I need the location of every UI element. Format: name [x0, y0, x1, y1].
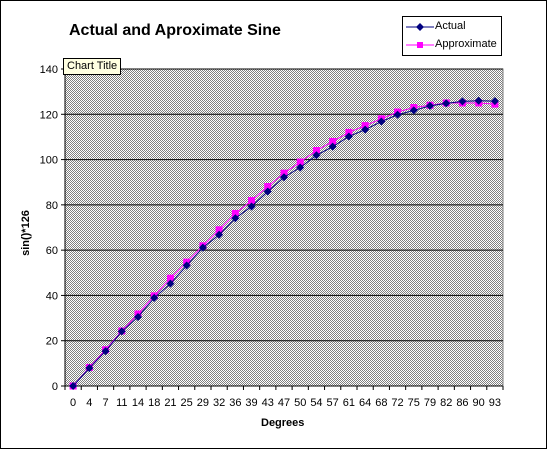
data-point-actual[interactable]	[215, 230, 224, 239]
data-point-approximate[interactable]	[231, 209, 239, 217]
data-point-actual[interactable]	[442, 99, 451, 108]
data-point-actual[interactable]	[117, 327, 126, 336]
data-point-approximate[interactable]	[345, 128, 353, 136]
data-point-approximate[interactable]	[166, 274, 174, 282]
data-point-actual[interactable]	[312, 151, 321, 160]
y-axis-title[interactable]: sin()*126	[19, 210, 32, 256]
y-tick-label: 0	[52, 381, 58, 393]
data-point-approximate[interactable]	[312, 147, 320, 155]
data-point-actual[interactable]	[85, 364, 94, 373]
data-point-approximate[interactable]	[215, 226, 223, 234]
x-tick-label: 11	[116, 397, 127, 409]
x-tick-label: 21	[164, 397, 176, 409]
data-point-actual[interactable]	[69, 382, 78, 390]
x-tick-label: 43	[262, 397, 274, 409]
data-point-approximate[interactable]	[264, 183, 272, 191]
legend-label-approximate: Approximate	[435, 38, 497, 50]
data-point-actual[interactable]	[166, 279, 175, 288]
legend-marker-diamond-icon	[406, 23, 434, 31]
x-tick-label: 0	[70, 397, 76, 409]
data-point-actual[interactable]	[198, 243, 207, 252]
x-tick-label: 4	[86, 397, 92, 409]
x-tick-label: 29	[197, 397, 209, 409]
data-point-actual[interactable]	[393, 110, 402, 119]
y-tick-label: 60	[46, 245, 58, 257]
plot-area-background[interactable]	[64, 68, 504, 387]
data-point-approximate[interactable]	[280, 169, 288, 177]
data-point-actual[interactable]	[328, 142, 337, 151]
data-point-actual[interactable]	[296, 163, 305, 172]
data-point-actual[interactable]	[280, 173, 288, 182]
data-point-approximate[interactable]	[361, 122, 369, 130]
data-point-actual[interactable]	[490, 97, 499, 106]
data-point-actual[interactable]	[247, 202, 256, 211]
legend-label-actual: Actual	[435, 20, 466, 32]
x-tick-label: 61	[343, 397, 355, 409]
data-point-actual[interactable]	[426, 101, 434, 110]
data-point-approximate[interactable]	[329, 137, 337, 145]
data-point-actual[interactable]	[361, 125, 370, 134]
data-point-actual[interactable]	[474, 96, 483, 105]
data-point-actual[interactable]	[263, 187, 272, 196]
x-tick-label: 75	[408, 397, 420, 409]
x-axis-title[interactable]: Degrees	[261, 417, 305, 429]
x-tick-label: 50	[294, 397, 306, 409]
x-tick-label: 7	[102, 397, 108, 409]
x-tick-label: 36	[229, 397, 241, 409]
x-tick-label: 90	[473, 397, 485, 409]
data-point-approximate[interactable]	[248, 197, 256, 205]
x-tick-label: 79	[424, 397, 436, 409]
y-tick-label: 140	[40, 64, 58, 76]
legend-entry-approximate[interactable]: Approximate	[403, 37, 501, 53]
x-tick-label: 57	[327, 397, 339, 409]
chart-legend[interactable]: Actual Approximate	[402, 16, 502, 56]
data-point-actual[interactable]	[182, 261, 191, 270]
y-tick-label: 80	[46, 200, 58, 212]
x-tick-label: 93	[489, 397, 501, 409]
data-point-actual[interactable]	[458, 97, 467, 106]
data-point-actual[interactable]	[409, 106, 418, 115]
data-point-actual[interactable]	[344, 132, 353, 141]
x-tick-label: 32	[213, 397, 225, 409]
y-tick-label: 100	[40, 155, 58, 167]
legend-marker-square-icon	[406, 42, 434, 48]
data-point-actual[interactable]	[231, 214, 240, 223]
data-point-actual[interactable]	[134, 312, 142, 321]
x-tick-label: 82	[440, 397, 452, 409]
x-tick-label: 39	[245, 397, 257, 409]
y-tick-label: 20	[46, 336, 58, 348]
data-point-actual[interactable]	[101, 347, 110, 356]
y-tick-label: 40	[46, 290, 58, 302]
x-tick-label: 14	[132, 397, 144, 409]
x-tick-label: 64	[359, 397, 371, 409]
chart-title[interactable]: Actual and Aproximate Sine	[69, 22, 281, 39]
data-point-approximate[interactable]	[296, 158, 304, 166]
y-tick-label: 120	[40, 109, 58, 121]
chart-title-tooltip: Chart Title	[63, 58, 122, 75]
x-tick-label: 25	[181, 397, 193, 409]
x-tick-label: 18	[148, 397, 160, 409]
x-tick-label: 47	[278, 397, 290, 409]
data-point-actual[interactable]	[377, 117, 386, 126]
x-tick-label: 54	[310, 397, 322, 409]
x-tick-label: 68	[375, 397, 387, 409]
x-tick-label: 72	[391, 397, 403, 409]
data-point-actual[interactable]	[150, 293, 159, 302]
x-tick-label: 86	[456, 397, 468, 409]
legend-entry-actual[interactable]: Actual	[403, 19, 501, 35]
